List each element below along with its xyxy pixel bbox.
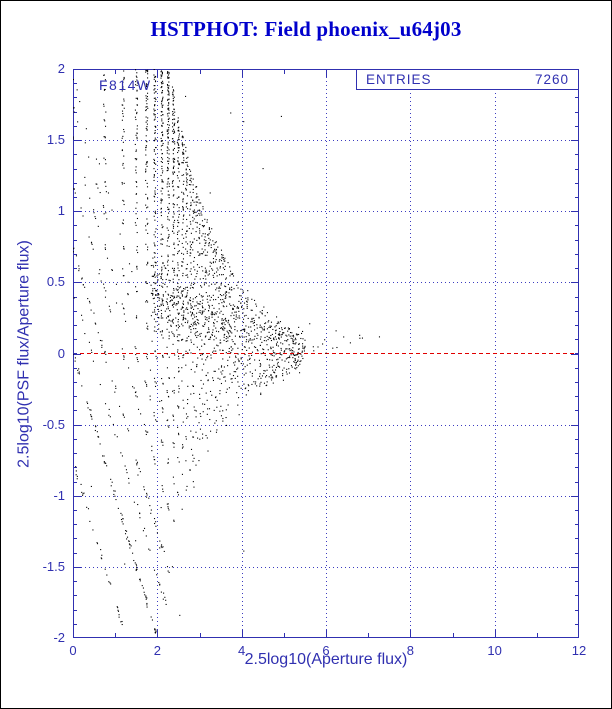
- y-tick-label: 1: [57, 203, 65, 219]
- y-tick-label: 0: [57, 345, 65, 361]
- y-tick-label: 1.5: [46, 132, 65, 148]
- x-tick-label: 2: [153, 643, 161, 658]
- y-tick-label: -1: [53, 487, 65, 503]
- x-tick-label: 10: [487, 643, 502, 658]
- x-tick-label: 4: [238, 643, 246, 658]
- page-title: HSTPHOT: Field phoenix_u64j03: [150, 17, 462, 41]
- y-tick-label: -2: [53, 630, 65, 645]
- plot-area: F814W ENTRIES 7260: [73, 69, 579, 638]
- y-tick-label: -1.5: [42, 558, 65, 574]
- x-tick-label: 0: [69, 643, 77, 658]
- y-tick-label: -0.5: [42, 416, 65, 432]
- entries-value: 7260: [534, 72, 569, 87]
- y-tick-label: 2: [57, 61, 65, 76]
- y-tick-label: 0.5: [46, 274, 65, 290]
- x-axis-label: 2.5log10(Aperture flux): [244, 651, 408, 668]
- filter-label: F814W: [99, 77, 152, 93]
- entries-label: ENTRIES: [366, 72, 432, 87]
- entries-box: ENTRIES 7260: [356, 69, 579, 90]
- x-tick-label: 12: [571, 643, 587, 658]
- x-tick-label: 6: [322, 643, 330, 658]
- scatter-canvas: [73, 69, 579, 638]
- x-tick-label: 8: [406, 643, 414, 658]
